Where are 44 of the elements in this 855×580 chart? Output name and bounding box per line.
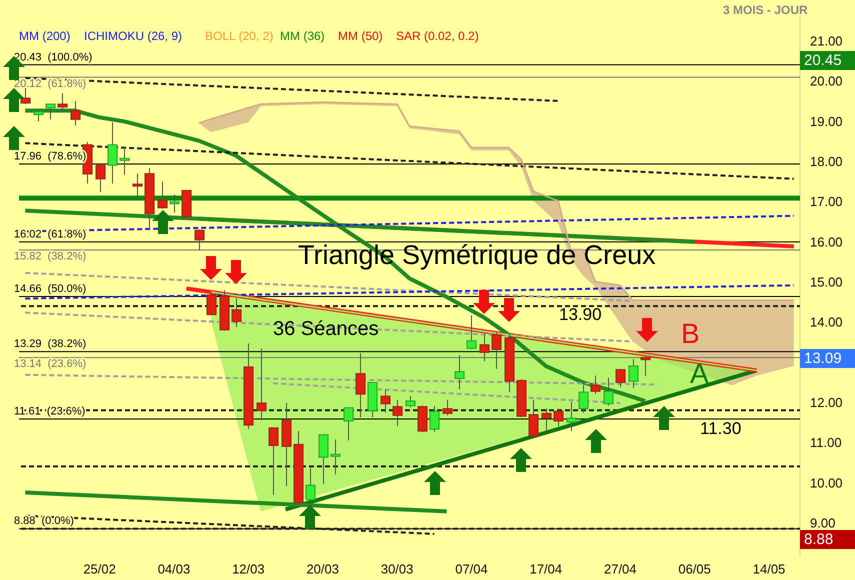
annotation: 36 Séances xyxy=(273,318,379,340)
y-tick-label: 11.00 xyxy=(810,435,842,450)
annotation: 13.90 xyxy=(559,305,602,324)
ref-line-label: 13.29 (38.2%) xyxy=(14,338,86,350)
annotation: ICHIMOKU (26, 9) xyxy=(84,29,182,43)
x-tick-label: 14/05 xyxy=(752,561,786,576)
y-tick-label: 9.00 xyxy=(810,515,836,530)
y-tick-label: 10.00 xyxy=(810,475,843,490)
x-tick-label: 07/04 xyxy=(455,561,488,576)
annotation: BOLL (20, 2) xyxy=(205,29,274,43)
y-tick-label: 16.00 xyxy=(810,234,843,250)
y-tick-label: 18.00 xyxy=(810,154,843,169)
text: 3 MOIS - JOUR xyxy=(723,3,808,17)
x-tick-label: 25/02 xyxy=(83,561,116,576)
y-tick-label: 17.00 xyxy=(810,194,843,210)
ref-line-label: 15.82 (38.2%) xyxy=(14,250,86,262)
x-tick-label: 04/03 xyxy=(158,561,190,576)
y-tick-label: 12.00 xyxy=(810,394,843,410)
ref-line-label: 8.88 (0.0%) xyxy=(14,515,74,528)
x-tick-label: 27/04 xyxy=(604,561,637,576)
y-tick-label: 21.00 xyxy=(810,33,843,48)
y-tick-label: 15.00 xyxy=(810,274,843,290)
text: 20.45 xyxy=(800,51,855,70)
ref-line-label: 14.66 (50.0%) xyxy=(14,283,86,296)
x-tick-label: 20/03 xyxy=(306,561,339,576)
x-tick-label: 06/05 xyxy=(678,561,711,576)
y-tick-label: 20.00 xyxy=(810,74,843,89)
x-tick-label: 12/03 xyxy=(232,561,265,576)
x-tick-label: 30/03 xyxy=(380,561,414,576)
annotation: A xyxy=(690,358,709,389)
text: 13.09 xyxy=(800,349,855,368)
y-tick-label: 14.00 xyxy=(810,314,843,330)
annotation: B xyxy=(681,318,700,349)
ref-line-label: 20.12 (61.8%) xyxy=(14,78,86,90)
annotation: MM (36) xyxy=(280,29,325,43)
ref-line-label: 13.14 (23.6%) xyxy=(14,358,86,370)
annotation: MM (200) xyxy=(19,29,70,43)
ref-line-label: 16.02 (61.8%) xyxy=(14,228,86,240)
y-tick-label: 19.00 xyxy=(810,114,843,129)
annotation: 11.30 xyxy=(700,419,742,438)
text: 8.88 xyxy=(800,530,855,549)
x-tick-label: 17/04 xyxy=(530,561,562,576)
annotation: MM (50) xyxy=(338,29,383,43)
annotation: SAR (0.02, 0.2) xyxy=(396,29,479,43)
